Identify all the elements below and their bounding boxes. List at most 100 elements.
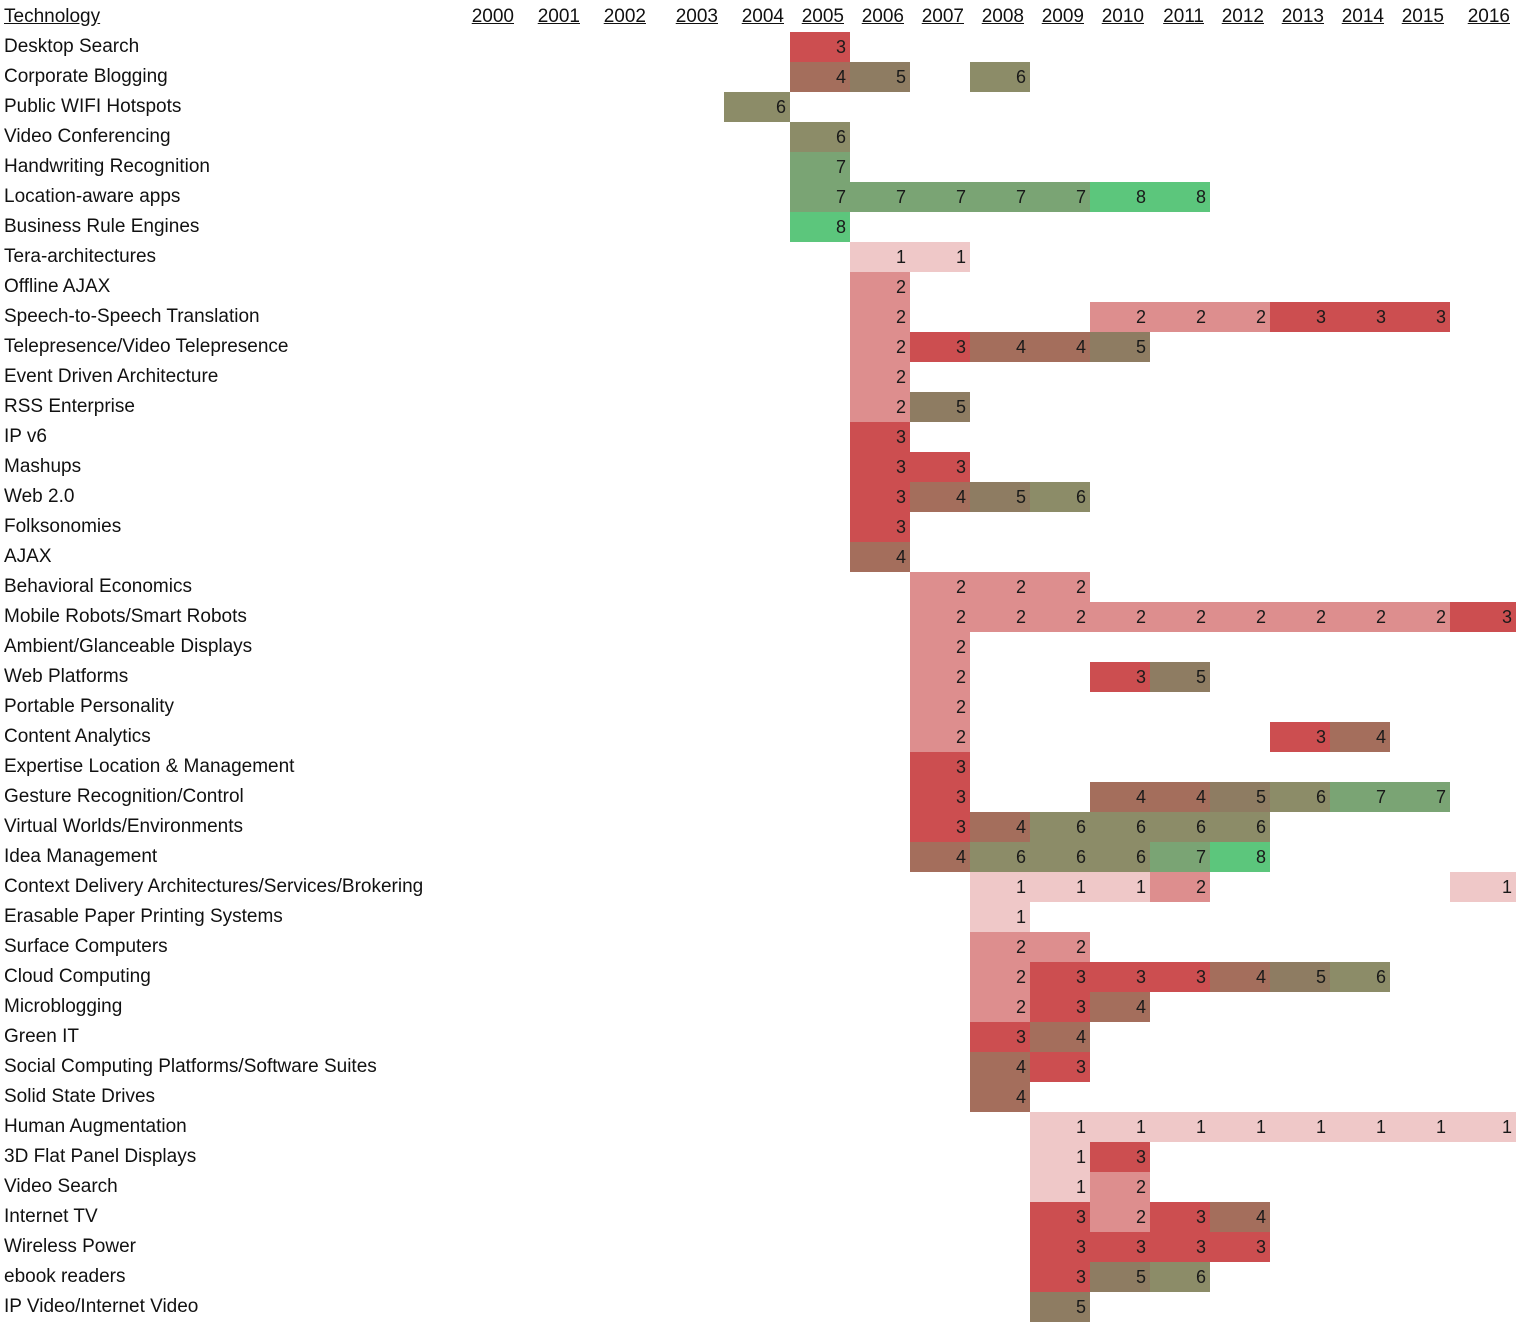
heatmap-cell: 5 (1030, 1292, 1090, 1322)
heatmap-cell: 1 (1090, 1112, 1150, 1142)
heatmap-cell: 2 (1210, 602, 1270, 632)
heatmap-cell: 3 (1030, 1052, 1090, 1082)
row-label: Context Delivery Architectures/Services/… (4, 876, 424, 897)
row-label: Behavioral Economics (4, 576, 192, 597)
heatmap-cell: 1 (1450, 872, 1516, 902)
heatmap-cell: 4 (970, 812, 1030, 842)
heatmap-cell: 3 (910, 332, 970, 362)
heatmap-cell: 6 (1030, 482, 1090, 512)
year-header-2008: 2008 (981, 6, 1024, 27)
heatmap-cell: 3 (910, 812, 970, 842)
heatmap-cell: 7 (1150, 842, 1210, 872)
year-header-2002: 2002 (603, 6, 646, 27)
heatmap-cell: 4 (970, 332, 1030, 362)
row-label: IP Video/Internet Video (4, 1296, 199, 1317)
row-label: Speech-to-Speech Translation (4, 306, 260, 327)
heatmap-cell: 2 (910, 692, 970, 722)
row-label: Idea Management (4, 846, 158, 867)
year-header-2012: 2012 (1221, 6, 1264, 27)
row-label: Expertise Location & Management (4, 756, 295, 777)
row-label: Wireless Power (4, 1236, 136, 1257)
year-header-2001: 2001 (537, 6, 580, 27)
heatmap-cell: 6 (1030, 842, 1090, 872)
heatmap-cell: 6 (970, 62, 1030, 92)
heatmap-cell: 1 (1090, 872, 1150, 902)
heatmap-cell: 3 (1090, 662, 1150, 692)
row-label: Microblogging (4, 996, 123, 1017)
heatmap-cell: 6 (1210, 812, 1270, 842)
heatmap-cell: 6 (1270, 782, 1330, 812)
heatmap-cell: 7 (1330, 782, 1390, 812)
heatmap-cell: 6 (1090, 812, 1150, 842)
heatmap-cell: 1 (1150, 1112, 1210, 1142)
heatmap-cell: 2 (1090, 1172, 1150, 1202)
row-label: Social Computing Platforms/Software Suit… (4, 1056, 377, 1077)
heatmap-cell: 3 (910, 782, 970, 812)
row-label: 3D Flat Panel Displays (4, 1146, 197, 1167)
heatmap-cell: 1 (1030, 1172, 1090, 1202)
heatmap-cell: 3 (1030, 962, 1090, 992)
heatmap-cell: 2 (910, 722, 970, 752)
heatmap-cell: 4 (1210, 1202, 1270, 1232)
heatmap-cell: 2 (970, 992, 1030, 1022)
row-label: Internet TV (4, 1206, 98, 1227)
heatmap-cell: 2 (910, 662, 970, 692)
heatmap-cell: 3 (1270, 722, 1330, 752)
heatmap-cell: 7 (1390, 782, 1450, 812)
row-label: Video Conferencing (4, 126, 171, 147)
row-label: Desktop Search (4, 36, 140, 57)
row-label: Mashups (4, 456, 82, 477)
heatmap-cell: 5 (1150, 662, 1210, 692)
heatmap-cell: 4 (910, 482, 970, 512)
heatmap-cell: 2 (850, 362, 910, 392)
heatmap-cell: 3 (850, 452, 910, 482)
heatmap-cell: 1 (970, 902, 1030, 932)
heatmap-cell: 4 (1090, 992, 1150, 1022)
heatmap-cell: 3 (1390, 302, 1450, 332)
heatmap-cell: 6 (970, 842, 1030, 872)
heatmap-cell: 3 (1090, 962, 1150, 992)
row-label: Erasable Paper Printing Systems (4, 906, 283, 927)
heatmap-cell: 2 (1090, 602, 1150, 632)
heatmap-cell: 4 (1330, 722, 1390, 752)
heatmap-cell: 7 (910, 182, 970, 212)
year-header-2010: 2010 (1101, 6, 1144, 27)
heatmap-cell: 4 (1030, 332, 1090, 362)
heatmap-cell: 7 (790, 182, 850, 212)
heatmap-cell: 6 (790, 122, 850, 152)
year-header-2007: 2007 (921, 6, 964, 27)
heatmap-cell: 1 (970, 872, 1030, 902)
row-label: Portable Personality (4, 696, 175, 717)
heatmap-cell: 3 (1090, 1232, 1150, 1262)
row-label: Handwriting Recognition (4, 156, 210, 177)
heatmap-cell: 2 (1030, 932, 1090, 962)
row-label: Tera-architectures (4, 246, 157, 267)
heatmap-cell: 3 (1450, 602, 1516, 632)
heatmap-cell: 2 (1090, 1202, 1150, 1232)
heatmap-cell: 8 (1090, 182, 1150, 212)
heatmap-cell: 4 (1030, 1022, 1090, 1052)
heatmap-cell: 3 (1270, 302, 1330, 332)
heatmap-cell: 2 (910, 602, 970, 632)
heatmap-cell: 3 (1030, 1232, 1090, 1262)
row-label: Web Platforms (4, 666, 129, 687)
heatmap-cell: 3 (1150, 962, 1210, 992)
heatmap-cell: 1 (1210, 1112, 1270, 1142)
heatmap-cell: 5 (1090, 332, 1150, 362)
heatmap-cell: 3 (850, 422, 910, 452)
heatmap-cell: 2 (850, 332, 910, 362)
row-label: Telepresence/Video Telepresence (4, 336, 289, 357)
heatmap-cell: 2 (1030, 602, 1090, 632)
heatmap-cell: 6 (1150, 812, 1210, 842)
heatmap-cell: 2 (1030, 572, 1090, 602)
row-label: Surface Computers (4, 936, 168, 957)
heatmap-cell: 2 (850, 392, 910, 422)
year-header-2013: 2013 (1281, 6, 1324, 27)
row-label: Offline AJAX (4, 276, 111, 297)
heatmap-cell: 3 (1330, 302, 1390, 332)
heatmap-cell: 1 (1450, 1112, 1516, 1142)
row-label: Gesture Recognition/Control (4, 786, 244, 807)
technology-column-header: Technology (4, 6, 101, 27)
row-label: Solid State Drives (4, 1086, 156, 1107)
